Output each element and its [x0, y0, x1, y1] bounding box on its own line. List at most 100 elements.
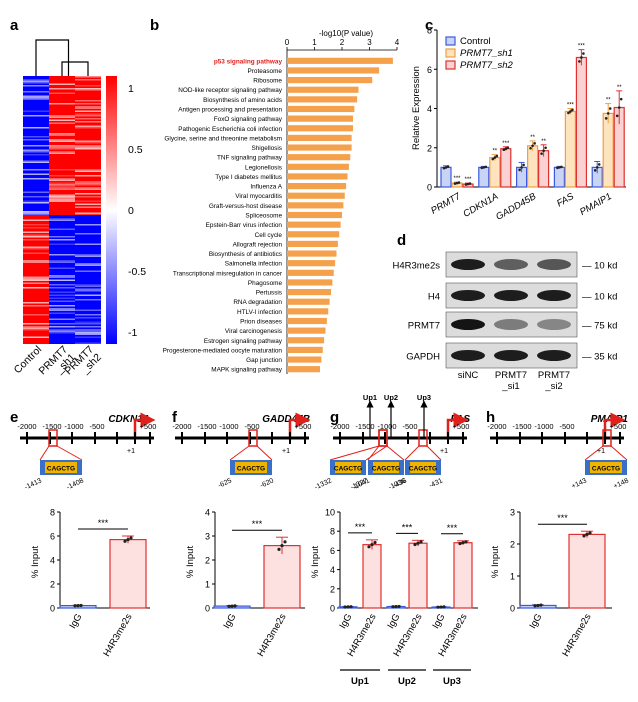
motif-zoom-line — [584, 445, 628, 461]
category-label: PRMT7 — [429, 191, 463, 217]
panel-label-g: g — [330, 409, 339, 426]
heatmap-row-shade — [49, 243, 75, 245]
category-label: Shigellosis — [251, 145, 282, 152]
blot-band — [537, 350, 571, 361]
heatmap-row-shade — [23, 227, 49, 229]
dendrogram-branch — [35, 39, 70, 76]
heatmap-row-shade — [49, 119, 75, 121]
bar — [287, 337, 325, 344]
heatmap-row-shade — [23, 196, 49, 198]
heatmap-row-shade — [49, 116, 75, 118]
promoter-coordinate: -2000 — [330, 422, 349, 431]
heatmap-row-shade — [23, 80, 49, 82]
significance-label: *** — [567, 103, 575, 109]
heatmap-row-shade — [75, 127, 101, 129]
data-point — [617, 106, 621, 109]
heatmap-row-shade — [49, 188, 75, 190]
motif-box — [235, 462, 267, 473]
heatmap-row-shade — [49, 148, 75, 150]
promoter-coordinate: -1500 — [197, 422, 216, 431]
heatmap-row-shade — [23, 279, 49, 281]
significance-label: *** — [578, 44, 586, 50]
category-label: Pertussis — [256, 290, 282, 297]
data-point — [280, 544, 284, 548]
promoter-coordinate: -500 — [402, 422, 417, 431]
data-point — [567, 111, 570, 115]
heatmap-row-shade — [49, 197, 75, 199]
axis-title-y: % Input — [310, 546, 321, 579]
motif-coordinate: +148 — [613, 477, 630, 490]
heatmap-row-shade — [75, 285, 101, 287]
blot-band — [537, 259, 571, 270]
axis-title-y: % Input — [490, 546, 501, 579]
promoter-coordinate: -1000 — [219, 422, 238, 431]
heatmap-row-shade — [75, 175, 101, 177]
heatmap-row-shade — [75, 148, 101, 150]
heatmap-row-shade — [75, 233, 101, 235]
bar — [453, 542, 473, 609]
category-label: Antigen processing and presentation — [178, 107, 282, 114]
significance-label: *** — [355, 522, 366, 532]
category-label: Progesterone-mediated oocyte maturation — [163, 347, 283, 354]
primer-label: Up3 — [417, 393, 431, 402]
blot-band — [451, 290, 485, 301]
heatmap-row-shade — [23, 161, 49, 163]
heatmap-row-shade — [75, 326, 101, 328]
colorbar — [106, 76, 117, 344]
data-point — [283, 540, 287, 544]
heatmap-row-shade — [75, 264, 101, 266]
heatmap-row-shade — [75, 142, 101, 144]
colorbar-tick-label: -0.5 — [128, 266, 146, 278]
heatmap-column-label: PRMT7_sh2 — [62, 344, 104, 386]
category-label: Type I diabetes mellitus — [215, 174, 282, 181]
heatmap-row-shade — [23, 200, 49, 202]
promoter-coordinate: -2000 — [17, 422, 36, 431]
tick-label-y: 2 — [330, 584, 335, 594]
motif-box — [335, 462, 361, 473]
heatmap-row-shade — [23, 219, 49, 221]
tss-label: +1 — [127, 448, 135, 455]
bar — [287, 250, 337, 257]
category-label: Viral carcinogenesis — [225, 328, 282, 335]
data-point — [349, 605, 353, 609]
motif-zoom-line — [229, 445, 273, 461]
heatmap-row-shade — [49, 175, 75, 177]
category-label: Biosynthesis of antibiotics — [209, 251, 282, 258]
axis-title-y: % Input — [185, 546, 196, 579]
bar — [287, 221, 341, 228]
heatmap-row-shade — [23, 212, 49, 214]
category-label: IgG — [67, 612, 84, 631]
data-point — [391, 605, 395, 609]
heatmap-row-shade — [75, 88, 101, 90]
bar — [287, 144, 352, 151]
data-point — [542, 149, 545, 152]
tick-label-y: 8 — [427, 26, 432, 36]
legend-label: Control — [460, 36, 491, 47]
tick-label-y: 1 — [510, 572, 515, 582]
data-point — [455, 181, 459, 185]
data-point — [504, 147, 508, 151]
category-label: Epstein-Barr virus infection — [206, 222, 283, 229]
category-label: Influenza A — [250, 184, 282, 191]
bar — [553, 166, 566, 188]
category-label: HTLV-I infection — [237, 309, 282, 316]
heatmap-row-shade — [23, 305, 49, 307]
promoter-coordinate: -500 — [244, 422, 259, 431]
motif-coordinate: -1041 — [352, 477, 371, 491]
bar — [287, 260, 336, 267]
heatmap-row-shade — [75, 184, 101, 186]
heatmap-row-shade — [49, 267, 75, 269]
legend-label: PRMT7_sh2 — [460, 60, 514, 71]
tss-label: +1 — [597, 448, 605, 455]
motif-sequence: CAGCTG — [334, 466, 362, 473]
heatmap-row-shade — [75, 255, 101, 257]
heatmap-row-shade — [75, 270, 101, 272]
data-point — [606, 112, 610, 115]
heatmap-cell-block — [75, 76, 101, 215]
motif-site-marker — [48, 429, 58, 447]
heatmap-row-shade — [49, 312, 75, 314]
motif-zoom-line — [367, 445, 405, 461]
heatmap-row-shade — [23, 85, 49, 87]
motif-sequence: CAGCTG — [592, 466, 620, 473]
heatmap-row-shade — [49, 297, 75, 299]
